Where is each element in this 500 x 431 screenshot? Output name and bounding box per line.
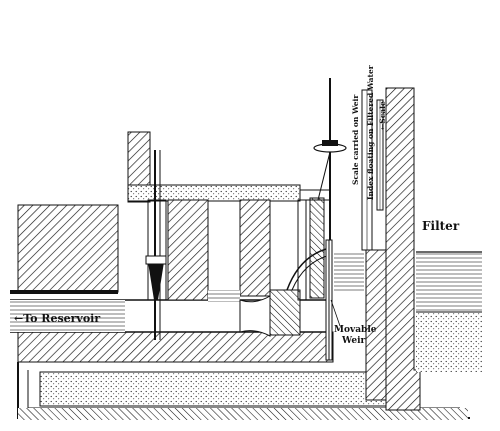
float-index bbox=[313, 78, 347, 240]
central-pier-2 bbox=[239, 199, 271, 297]
floor-slab bbox=[17, 331, 334, 363]
weir-water bbox=[334, 252, 364, 292]
label-index-floating: Index floating on Filtered Water bbox=[366, 64, 375, 200]
label-to-reservoir: ←To Reservoir bbox=[14, 312, 100, 325]
label-movable: Movable bbox=[334, 325, 377, 335]
filter-wall bbox=[365, 87, 421, 411]
left-masonry bbox=[10, 204, 119, 294]
label-index-group: Index floating on Filtered Water bbox=[366, 64, 375, 200]
gravel-bed bbox=[17, 362, 470, 420]
label-scale-weir-group: Scale carried on Weir bbox=[351, 94, 360, 185]
label-filter: Filter bbox=[422, 219, 460, 233]
label-scale: ←Scale bbox=[378, 101, 387, 130]
valve-assembly bbox=[145, 150, 167, 340]
label-weir: Weir bbox=[341, 336, 366, 346]
central-pier bbox=[167, 199, 209, 301]
filter-water bbox=[416, 251, 482, 372]
label-scale-group: ←Scale bbox=[378, 101, 387, 130]
outlet-bellmouth bbox=[239, 289, 301, 337]
weir-chamber bbox=[286, 189, 331, 301]
chamber-water bbox=[208, 290, 240, 302]
label-scale-on-weir: Scale carried on Weir bbox=[351, 94, 360, 185]
